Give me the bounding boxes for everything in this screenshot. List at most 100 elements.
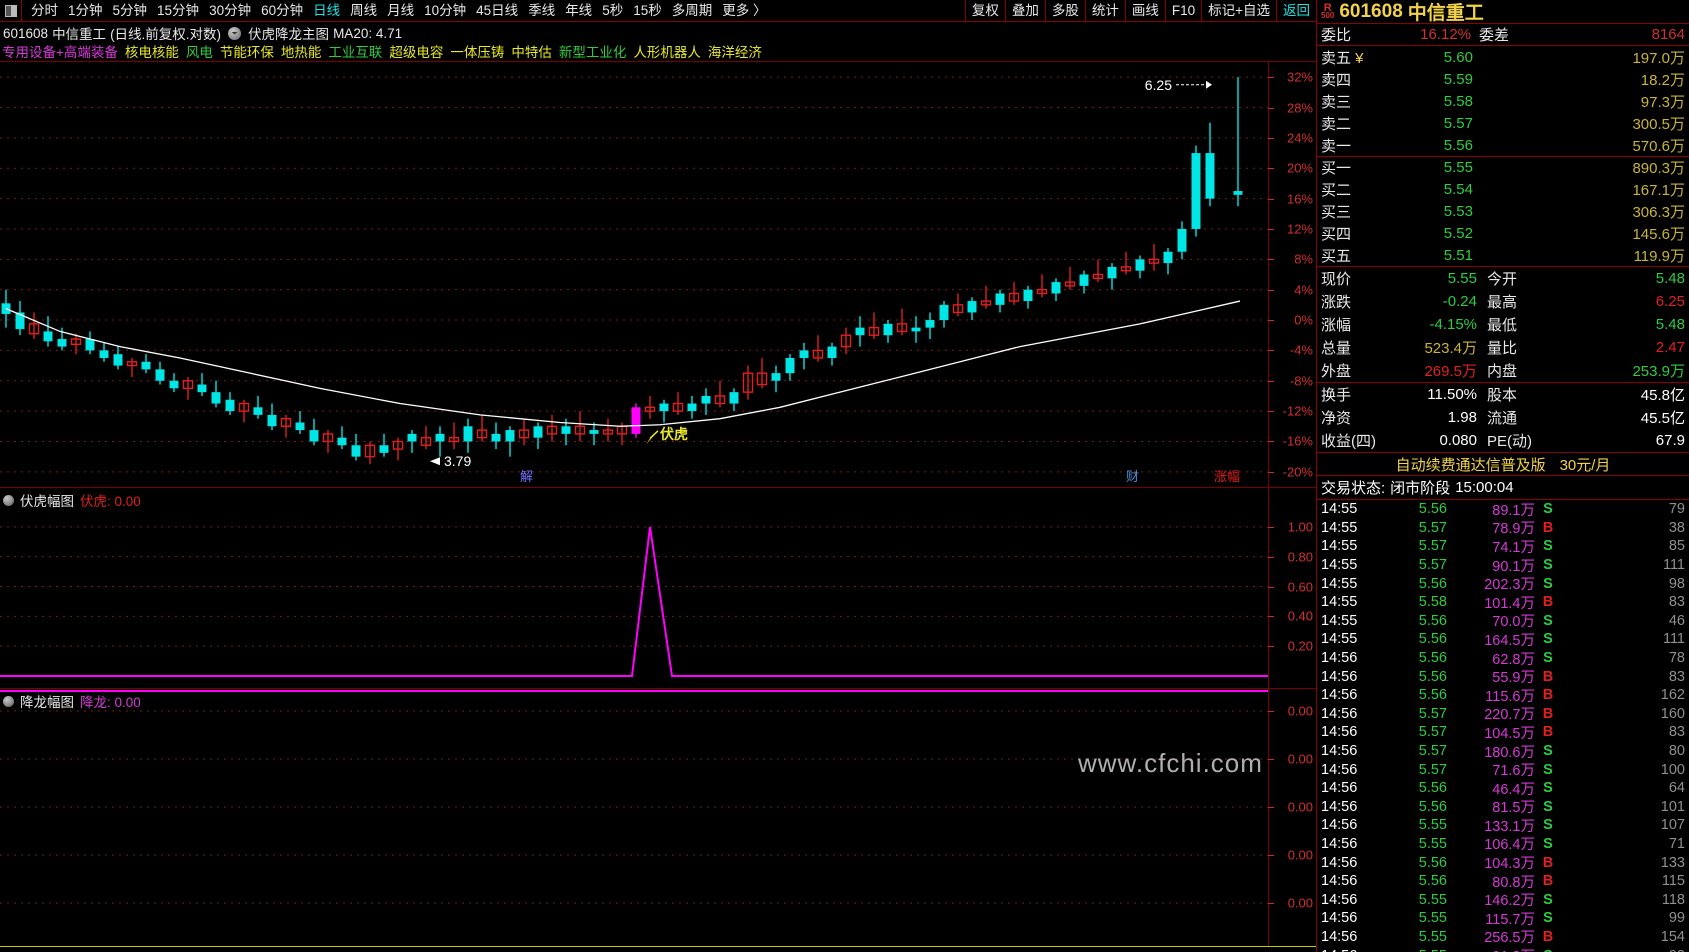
trade-tick-list[interactable]: 14:55 5.56 89.1万 S 79 14:55 5.57 78.9万 B 38 14:55 5… bbox=[1317, 500, 1689, 952]
app-logo-icon[interactable] bbox=[0, 0, 22, 21]
buy-level-row[interactable]: 买五 5.51 119.9万 bbox=[1317, 244, 1689, 266]
period-14[interactable]: 15秒 bbox=[633, 3, 662, 18]
period-15[interactable]: 多周期 bbox=[671, 3, 713, 18]
tick-row[interactable]: 14:55 5.56 70.0万 S 46 bbox=[1317, 612, 1689, 631]
tick-row[interactable]: 14:56 5.56 80.8万 B 115 bbox=[1317, 872, 1689, 891]
panel-collapse-icon[interactable] bbox=[3, 695, 14, 707]
tick-row[interactable]: 14:55 5.57 74.1万 S 85 bbox=[1317, 537, 1689, 556]
buy-level-row[interactable]: 买三 5.53 306.3万 bbox=[1317, 200, 1689, 222]
sub-panel-1-scale: 1.00 0.80 0.60 0.40 0.20 bbox=[1268, 488, 1316, 688]
tick-row[interactable]: 14:56 5.56 46.4万 S 64 bbox=[1317, 779, 1689, 798]
tick-row[interactable]: 14:55 5.58 101.4万 B 83 bbox=[1317, 593, 1689, 612]
concept-tag-0[interactable]: 专用设备+高端装备 bbox=[2, 45, 118, 60]
tick-row[interactable]: 14:56 5.56 55.9万 B 83 bbox=[1317, 667, 1689, 687]
tick-row[interactable]: 14:55 5.56 89.1万 S 79 bbox=[1317, 500, 1689, 519]
tick-row[interactable]: 14:55 5.56 202.3万 S 98 bbox=[1317, 574, 1689, 594]
subscription-ad-banner[interactable]: 自动续费通达信普及版 30元/月 bbox=[1317, 453, 1689, 476]
buy-level-row[interactable]: 买四 5.52 145.6万 bbox=[1317, 222, 1689, 244]
sell-level-row[interactable]: 卖五 ¥ 5.60 197.0万 bbox=[1317, 46, 1689, 68]
buy-level-row[interactable]: 买一 5.55 890.3万 bbox=[1317, 156, 1689, 178]
tick-row[interactable]: 14:55 5.57 78.9万 B 38 bbox=[1317, 519, 1689, 538]
y-axis-tickmark bbox=[1268, 289, 1274, 291]
tick-row[interactable]: 14:56 5.57 180.6万 S 80 bbox=[1317, 742, 1689, 761]
panel-collapse-icon[interactable] bbox=[3, 494, 14, 506]
sell-level-row[interactable]: 卖二 5.57 300.5万 bbox=[1317, 112, 1689, 134]
indicator-name[interactable]: 伏虎降龙主图 bbox=[248, 27, 330, 42]
period-5[interactable]: 60分钟 bbox=[261, 3, 304, 18]
concept-tag-4[interactable]: 地热能 bbox=[280, 45, 322, 60]
sell-level-label: 卖四 bbox=[1321, 71, 1352, 89]
tick-row[interactable]: 14:56 5.57 104.5万 B 83 bbox=[1317, 723, 1689, 742]
stat-value-left: 523.4万 bbox=[1424, 340, 1477, 357]
tick-count: 64 bbox=[1668, 780, 1685, 797]
period-10[interactable]: 45日线 bbox=[476, 3, 519, 18]
tick-row[interactable]: 14:55 5.57 90.1万 S 111 bbox=[1317, 556, 1689, 575]
toolbar-button-0[interactable]: 复权 bbox=[964, 0, 1005, 21]
tick-row[interactable]: 14:56 5.55 146.2万 S 118 bbox=[1317, 890, 1689, 910]
tick-row[interactable]: 14:565.5591.8万S92 bbox=[1317, 946, 1689, 952]
concept-tag-9[interactable]: 新型工业化 bbox=[558, 45, 627, 60]
stat2-key-left: 净资 bbox=[1321, 410, 1352, 427]
period-11[interactable]: 季线 bbox=[528, 3, 556, 18]
sell-level-row[interactable]: 卖三 5.58 97.3万 bbox=[1317, 90, 1689, 112]
period-9[interactable]: 10分钟 bbox=[424, 3, 467, 18]
tick-row[interactable]: 14:55 5.56 164.5万 S 111 bbox=[1317, 630, 1689, 649]
tick-row[interactable]: 14:56 5.57 71.6万 S 100 bbox=[1317, 760, 1689, 780]
tick-row[interactable]: 14:56 5.55 106.4万 S 71 bbox=[1317, 835, 1689, 854]
period-12[interactable]: 年线 bbox=[565, 3, 593, 18]
concept-tag-10[interactable]: 人形机器人 bbox=[633, 45, 701, 60]
concept-tag-6[interactable]: 超级电容 bbox=[389, 45, 444, 60]
tick-row[interactable]: 14:56 5.55 256.5万 B 154 bbox=[1317, 928, 1689, 947]
period-6[interactable]: 日线 bbox=[313, 3, 341, 18]
tick-row[interactable]: 14:56 5.55 133.1万 S 107 bbox=[1317, 816, 1689, 835]
period-16[interactable]: 更多 〉 bbox=[722, 3, 767, 18]
toolbar-button-3[interactable]: 统计 bbox=[1084, 0, 1125, 21]
status-time: 15:00:04 bbox=[1455, 479, 1514, 496]
period-8[interactable]: 月线 bbox=[387, 3, 415, 18]
tick-time: 14:56 bbox=[1321, 817, 1358, 834]
concept-tag-1[interactable]: 核电核能 bbox=[124, 45, 179, 60]
ad-price: 30元/月 bbox=[1559, 456, 1611, 474]
tick-row[interactable]: 14:56 5.55 115.7万 S 99 bbox=[1317, 909, 1689, 928]
chevron-down-circle-icon[interactable] bbox=[228, 26, 242, 40]
period-4[interactable]: 30分钟 bbox=[209, 3, 252, 18]
order-ratio-row: 委比 16.12% 委差 8164 bbox=[1317, 24, 1689, 46]
tick-amount: 62.8万 bbox=[1492, 651, 1535, 668]
period-1[interactable]: 1分钟 bbox=[68, 3, 103, 18]
toolbar-button-4[interactable]: 画线 bbox=[1124, 0, 1165, 21]
main-candlestick-chart[interactable]: 6.25 3.79 伏虎解 财 涨幅 32% 28% 24% 20% 16% 12% 8% 4% 0% -… bbox=[0, 61, 1316, 487]
toolbar-button-6[interactable]: 标记+自选 bbox=[1201, 0, 1276, 21]
period-2[interactable]: 5分钟 bbox=[112, 3, 148, 18]
period-3[interactable]: 15分钟 bbox=[157, 3, 200, 18]
tick-row[interactable]: 14:56 5.56 62.8万 S 78 bbox=[1317, 649, 1689, 668]
tick-amount: 55.9万 bbox=[1492, 670, 1535, 687]
tick-row[interactable]: 14:56 5.57 220.7万 B 160 bbox=[1317, 705, 1689, 724]
concept-tag-3[interactable]: 节能环保 bbox=[219, 45, 274, 60]
tick-count: 71 bbox=[1668, 835, 1685, 852]
tick-row[interactable]: 14:56 5.56 115.6万 B 162 bbox=[1317, 686, 1689, 705]
period-13[interactable]: 5秒 bbox=[602, 3, 624, 18]
sub-panel-fuhu[interactable]: 伏虎幅图 伏虎: 0.00 1.00 0.80 0.60 0.40 0.20 bbox=[0, 487, 1316, 688]
toolbar-button-7[interactable]: 返回 bbox=[1276, 0, 1316, 21]
sub1-tickmark bbox=[1268, 526, 1274, 528]
concept-tag-11[interactable]: 海洋经济 bbox=[707, 45, 762, 60]
sell-level-row[interactable]: 卖一 5.56 570.6万 bbox=[1317, 134, 1689, 156]
toolbar-button-1[interactable]: 叠加 bbox=[1004, 0, 1045, 21]
toolbar-button-2[interactable]: 多股 bbox=[1044, 0, 1085, 21]
sub2-y-tick: 0.00 bbox=[1287, 703, 1313, 719]
tick-row[interactable]: 14:56 5.56 104.3万 B 133 bbox=[1317, 853, 1689, 873]
concept-tag-5[interactable]: 工业互联 bbox=[328, 45, 383, 60]
tick-amount: 104.3万 bbox=[1484, 856, 1535, 873]
period-7[interactable]: 周线 bbox=[350, 3, 378, 18]
sell-level-row[interactable]: 卖四 5.59 18.2万 bbox=[1317, 68, 1689, 90]
toolbar-button-5[interactable]: F10 bbox=[1164, 0, 1201, 21]
sub-panel-xianglong[interactable]: 降龙幅图 降龙: 0.00 0.00 0.00 0.00 0.00 0.00 bbox=[0, 688, 1316, 946]
concept-tag-8[interactable]: 中特估 bbox=[511, 45, 552, 60]
period-0[interactable]: 分时 bbox=[31, 3, 58, 18]
tick-amount: 78.9万 bbox=[1492, 521, 1535, 538]
tick-row[interactable]: 14:56 5.56 81.5万 S 101 bbox=[1317, 798, 1689, 817]
y-axis-tickmark bbox=[1268, 350, 1274, 352]
concept-tag-7[interactable]: 一体压铸 bbox=[450, 45, 505, 60]
concept-tag-2[interactable]: 风电 bbox=[185, 45, 213, 60]
buy-level-row[interactable]: 买二 5.54 167.1万 bbox=[1317, 178, 1689, 200]
